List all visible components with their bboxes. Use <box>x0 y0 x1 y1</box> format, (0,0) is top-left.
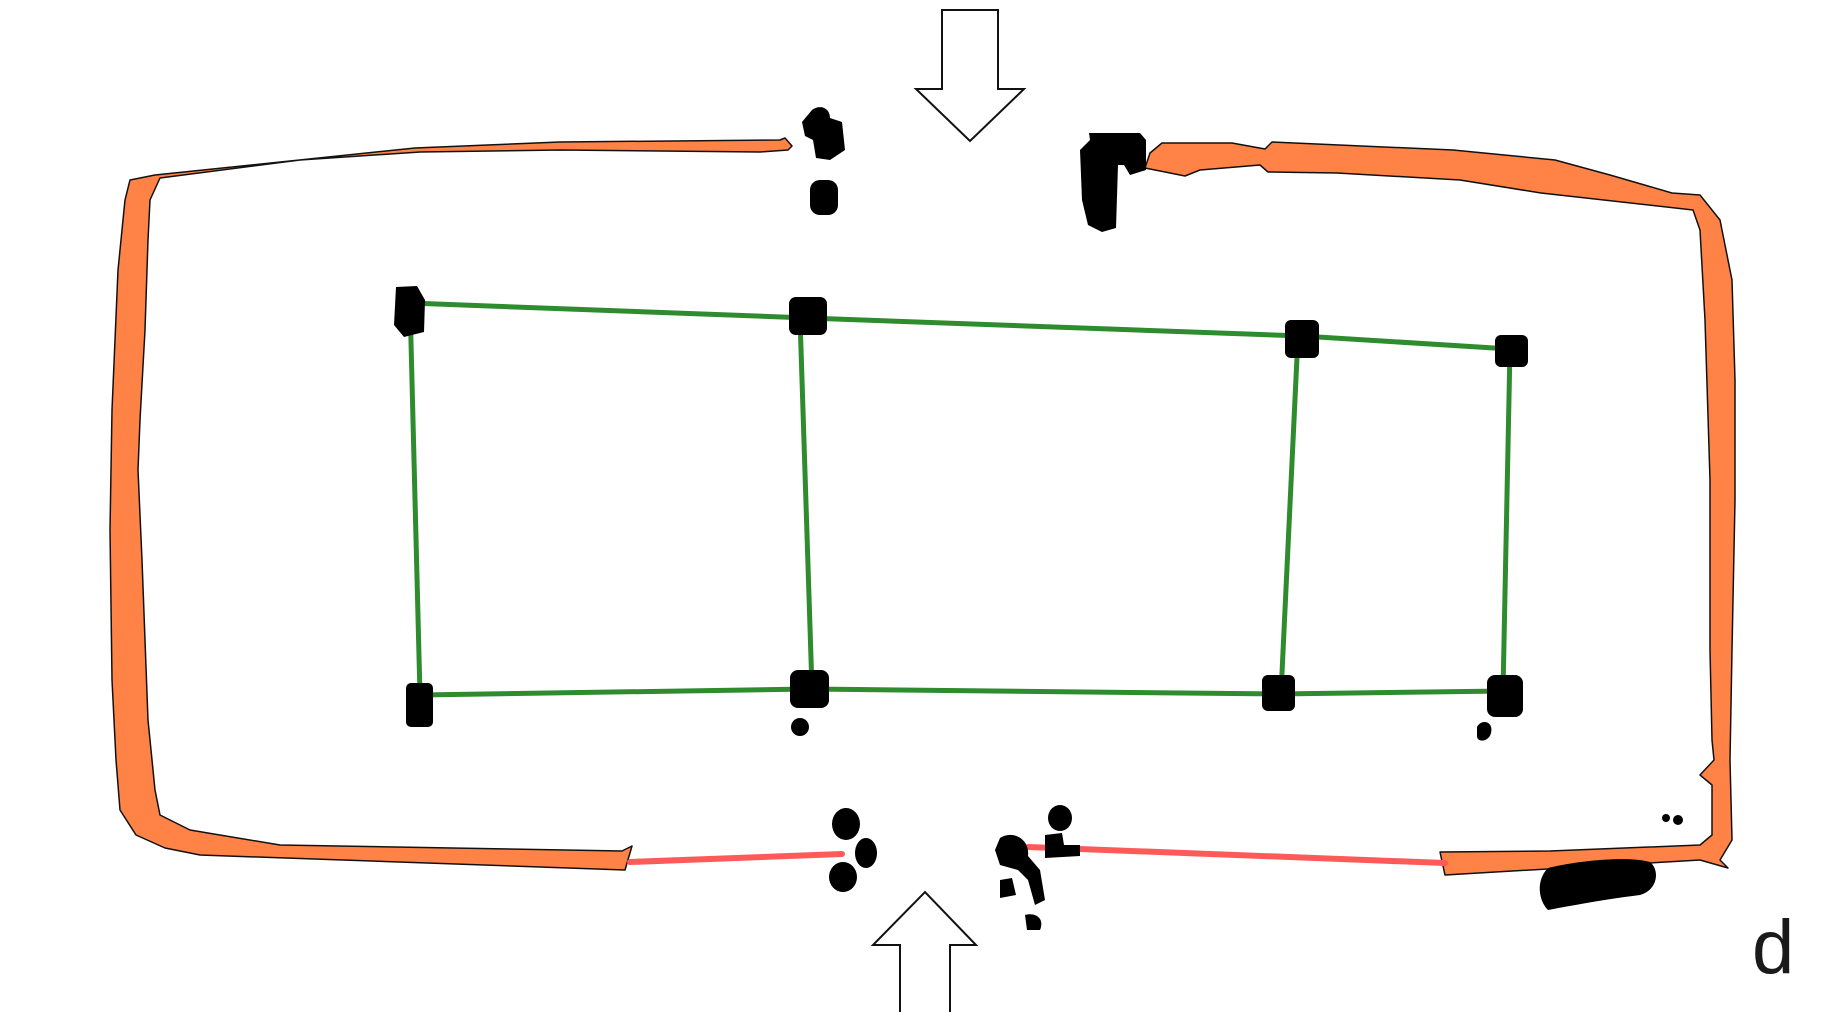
inner-grid <box>407 300 1513 698</box>
outer-wall-left <box>109 137 793 871</box>
grid-bottom-edge-3 <box>1274 688 1508 697</box>
marker <box>1080 133 1146 232</box>
grid-top-edge-1 <box>407 300 811 321</box>
grid-top-edge-3 <box>1299 333 1513 352</box>
down-arrow-icon <box>913 9 1027 143</box>
bottom-door-markers <box>829 805 1683 930</box>
grid-bottom-edge-2 <box>807 686 1280 697</box>
marker <box>1045 833 1080 858</box>
panel-label: d <box>1752 905 1795 990</box>
marker <box>829 862 857 892</box>
marker <box>995 834 1045 905</box>
marker <box>832 808 860 840</box>
marker <box>802 107 845 160</box>
up-arrow-icon <box>870 890 979 1012</box>
node <box>406 683 433 727</box>
node <box>789 297 827 335</box>
grid-post-1 <box>407 300 423 698</box>
marker <box>1673 815 1683 825</box>
grid-post-2 <box>797 315 815 692</box>
node <box>790 670 829 708</box>
marker <box>1025 914 1042 930</box>
outer-wall-right <box>1144 141 1736 876</box>
top-door-markers <box>802 107 1146 232</box>
marker <box>810 180 838 215</box>
grid-post-3 <box>1278 333 1301 697</box>
marker <box>1048 805 1072 831</box>
node <box>1487 675 1523 717</box>
marker <box>1000 878 1016 898</box>
grid-top-edge-2 <box>805 315 1305 339</box>
node <box>1285 320 1319 358</box>
gap-segment-right <box>1025 844 1448 866</box>
gap-segment-left <box>627 851 845 865</box>
grid-nodes <box>394 286 1528 741</box>
node <box>791 718 809 736</box>
grid-post-4 <box>1500 346 1513 694</box>
marker <box>1662 814 1670 822</box>
marker <box>855 838 877 868</box>
node <box>394 286 425 337</box>
node <box>1262 675 1295 711</box>
marker <box>1539 859 1656 910</box>
node <box>1477 722 1492 741</box>
node <box>1495 335 1528 367</box>
grid-bottom-edge-1 <box>417 686 813 698</box>
